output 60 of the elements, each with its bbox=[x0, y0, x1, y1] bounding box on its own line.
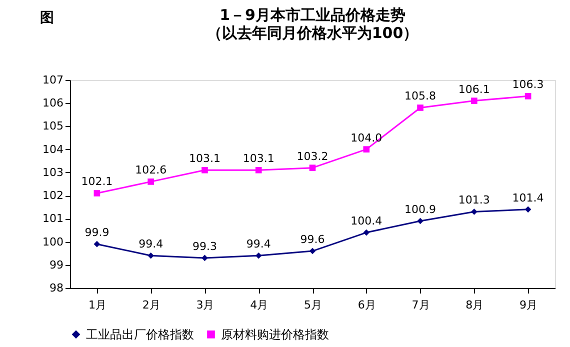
point bbox=[148, 252, 154, 259]
x-tick-label: 5月 bbox=[304, 298, 322, 312]
y-tick-label: 99 bbox=[50, 258, 64, 272]
y-tick-label: 106 bbox=[42, 96, 64, 110]
data-label: 99.4 bbox=[246, 238, 271, 251]
point bbox=[471, 98, 478, 104]
data-label: 102.6 bbox=[135, 164, 167, 177]
y-tick-label: 100 bbox=[42, 235, 64, 248]
point bbox=[309, 164, 316, 171]
y-tick-label: 101 bbox=[42, 212, 64, 226]
point bbox=[417, 104, 424, 111]
chart-title: 1－9月本市工业品价格走势 bbox=[220, 6, 406, 24]
text: 图 bbox=[40, 10, 54, 26]
data-label: 101.3 bbox=[458, 194, 490, 207]
point bbox=[524, 93, 532, 100]
point bbox=[363, 229, 370, 236]
data-label: 103.2 bbox=[296, 150, 328, 163]
x-tick-label: 8月 bbox=[466, 298, 484, 312]
y-tick-label: 102 bbox=[42, 189, 64, 202]
y-tick-label: 103 bbox=[42, 166, 64, 179]
point bbox=[94, 240, 100, 248]
x-tick-label: 7月 bbox=[412, 298, 430, 312]
y-tick-label: 107 bbox=[42, 74, 64, 86]
point bbox=[309, 248, 316, 254]
data-label: 103.1 bbox=[188, 152, 220, 166]
y-tick-label: 104 bbox=[42, 142, 64, 156]
point bbox=[202, 254, 208, 262]
data-label: 103.1 bbox=[242, 152, 274, 166]
data-label: 99.6 bbox=[300, 233, 325, 246]
data-label: 106.1 bbox=[458, 82, 490, 96]
data-label: 99.9 bbox=[84, 226, 110, 240]
point bbox=[148, 178, 154, 185]
chart-subtitle: （以去年同月价格水平为100） bbox=[206, 24, 418, 42]
x-tick-label: 4月 bbox=[250, 298, 268, 312]
x-tick-label: 6月 bbox=[358, 298, 376, 312]
point bbox=[417, 218, 424, 224]
data-label: 101.4 bbox=[512, 191, 544, 204]
point bbox=[363, 146, 370, 152]
data-label: 99.3 bbox=[192, 240, 217, 253]
x-tick-label: 3月 bbox=[196, 298, 214, 312]
legend-label: 原材料购进价格指数 bbox=[221, 327, 329, 342]
y-tick-label: 98 bbox=[50, 282, 64, 294]
x-tick-label: 9月 bbox=[520, 298, 538, 312]
point bbox=[255, 166, 262, 174]
x-tick-label: 2月 bbox=[142, 298, 160, 312]
data-label: 106.3 bbox=[512, 78, 544, 92]
point bbox=[255, 252, 262, 259]
y-tick-label: 105 bbox=[42, 120, 64, 133]
data-label: 100.9 bbox=[404, 202, 436, 216]
data-label: 104.0 bbox=[350, 131, 382, 144]
data-label: 100.4 bbox=[350, 214, 382, 228]
point bbox=[94, 190, 100, 196]
x-tick-label: 1月 bbox=[88, 298, 106, 312]
point bbox=[524, 206, 532, 213]
data-label: 102.1 bbox=[81, 175, 113, 188]
point bbox=[471, 208, 478, 215]
legend-label: 工业品出厂价格指数 bbox=[86, 327, 194, 342]
data-label: 105.8 bbox=[404, 90, 436, 103]
point bbox=[202, 166, 208, 174]
data-label: 99.4 bbox=[138, 238, 164, 251]
